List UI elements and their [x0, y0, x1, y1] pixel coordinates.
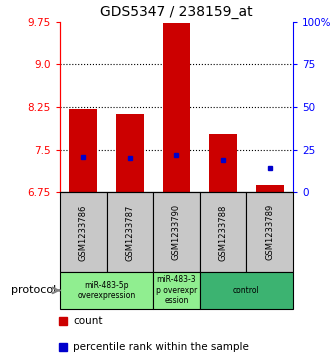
Text: percentile rank within the sample: percentile rank within the sample	[73, 342, 249, 352]
Bar	[153, 192, 200, 272]
Text: GSM1233786: GSM1233786	[79, 204, 88, 261]
Text: GSM1233788: GSM1233788	[218, 204, 228, 261]
Bar	[200, 272, 293, 309]
Bar	[116, 114, 144, 192]
Bar	[69, 109, 97, 192]
Title: GDS5347 / 238159_at: GDS5347 / 238159_at	[100, 5, 253, 19]
Bar	[209, 134, 237, 192]
Text: protocol: protocol	[11, 285, 57, 295]
Text: miR-483-3
p overexpr
ession: miR-483-3 p overexpr ession	[156, 276, 197, 305]
Bar	[153, 272, 200, 309]
Text: GSM1233789: GSM1233789	[265, 204, 274, 260]
Bar	[163, 23, 190, 192]
Bar	[60, 272, 153, 309]
Text: GSM1233787: GSM1233787	[125, 204, 135, 261]
Text: control: control	[233, 286, 260, 295]
Bar	[256, 185, 284, 192]
Bar	[60, 192, 107, 272]
Text: count: count	[73, 316, 103, 326]
Text: miR-483-5p
overexpression: miR-483-5p overexpression	[78, 281, 136, 300]
Bar	[246, 192, 293, 272]
Bar	[107, 192, 153, 272]
Text: GSM1233790: GSM1233790	[172, 204, 181, 260]
Bar	[200, 192, 246, 272]
